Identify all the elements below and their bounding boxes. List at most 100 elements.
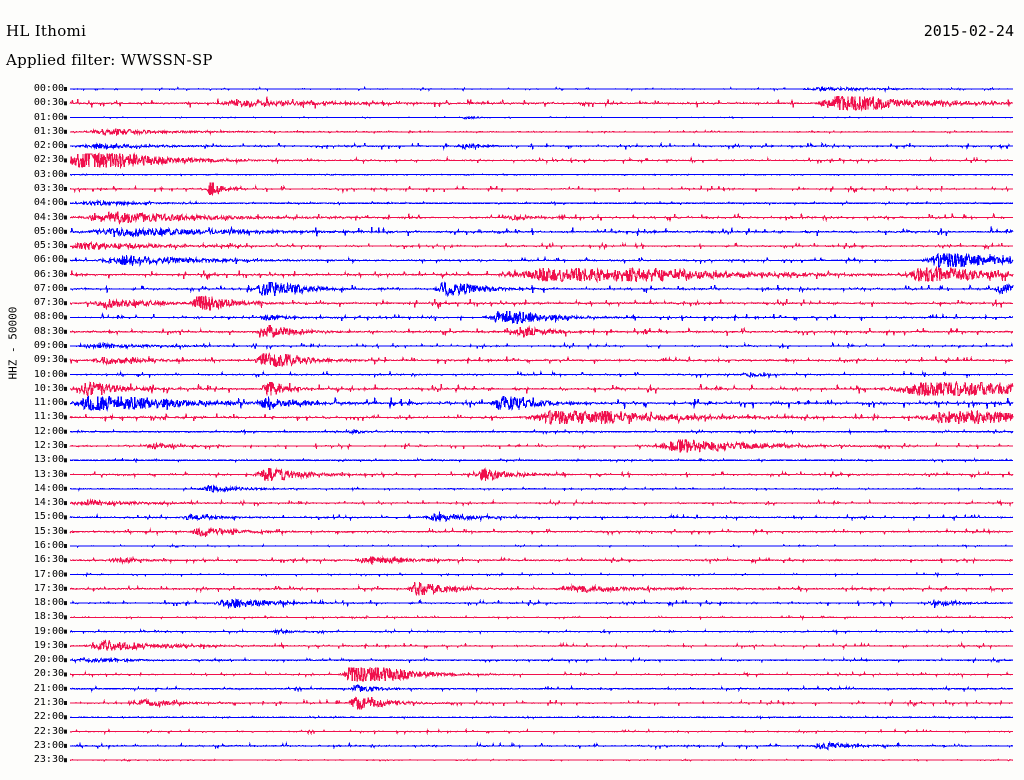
row-tick-mark	[64, 315, 67, 320]
seismogram-trace	[69, 614, 1014, 621]
seismogram-trace	[69, 151, 1014, 170]
row-tick-mark	[64, 486, 67, 491]
seismogram-trace	[69, 225, 1014, 238]
hour-label: 01:30	[33, 125, 64, 137]
row-tick-mark	[64, 244, 67, 249]
hour-label: 02:30	[33, 154, 64, 166]
seismogram-trace	[69, 310, 1014, 324]
seismogram-trace	[69, 395, 1014, 412]
row-tick-mark	[64, 544, 67, 548]
hour-label: 13:30	[33, 468, 64, 480]
seismogram-trace	[69, 428, 1014, 436]
seismogram-trace	[69, 555, 1014, 566]
row-tick-mark	[64, 715, 67, 720]
seismogram-trace	[69, 715, 1014, 720]
row-tick-mark	[64, 229, 67, 234]
seismogram-trace	[69, 199, 1014, 207]
seismogram-trace	[69, 467, 1014, 482]
hour-label: 01:00	[33, 111, 64, 123]
row-tick-mark	[64, 201, 67, 206]
row-tick-mark	[64, 758, 67, 763]
seismogram-trace	[69, 656, 1014, 664]
row-tick-mark	[64, 286, 67, 291]
row-tick-mark	[64, 158, 67, 163]
hour-label: 21:00	[33, 682, 64, 694]
hour-label: 08:00	[33, 311, 64, 323]
hour-label: 21:30	[33, 697, 64, 709]
seismogram-trace	[69, 511, 1014, 523]
row-tick-mark	[64, 187, 67, 191]
hour-label: 19:00	[33, 625, 64, 637]
row-tick-mark	[64, 444, 67, 448]
hour-label: 22:30	[33, 725, 64, 737]
row-tick-mark	[64, 515, 67, 520]
hour-label: 11:30	[33, 411, 64, 423]
hour-label: 18:00	[33, 597, 64, 609]
row-tick-mark	[64, 101, 67, 106]
hour-label: 09:00	[33, 340, 64, 352]
row-tick-mark	[64, 87, 67, 91]
hour-label: 08:30	[33, 325, 64, 337]
row-tick-mark	[64, 601, 67, 606]
row-tick-mark	[64, 672, 67, 677]
hour-label: 23:30	[33, 754, 64, 766]
hour-label: 20:30	[33, 668, 64, 680]
seismogram-trace	[69, 758, 1014, 763]
hour-label: 11:00	[33, 397, 64, 409]
row-tick-mark	[64, 115, 67, 120]
row-tick-mark	[64, 329, 67, 334]
seismogram-trace	[69, 598, 1014, 609]
seismogram-trace	[69, 627, 1014, 636]
seismogram-trace	[69, 696, 1014, 710]
row-tick-mark	[64, 586, 67, 591]
hour-label: 04:00	[33, 197, 64, 209]
hour-label: 00:00	[33, 83, 64, 94]
seismogram-trace	[69, 666, 1014, 682]
hour-label: 13:00	[33, 454, 64, 466]
seismogram-trace	[69, 211, 1014, 226]
row-tick-mark	[64, 529, 67, 534]
hour-label: 20:00	[33, 654, 64, 666]
seismogram-trace	[69, 325, 1014, 338]
row-tick-mark	[64, 615, 67, 620]
row-tick-mark	[64, 729, 67, 734]
hour-label: 12:00	[33, 425, 64, 437]
seismogram-trace	[69, 684, 1014, 693]
row-tick-mark	[64, 429, 67, 434]
seismogram-trace	[69, 266, 1014, 283]
seismogram-trace	[69, 740, 1014, 751]
hour-label: 18:30	[33, 611, 64, 623]
seismogram-trace	[69, 543, 1014, 549]
hour-label: 00:30	[33, 97, 64, 109]
hour-label: 02:00	[33, 140, 64, 152]
row-tick-mark	[64, 415, 67, 420]
row-tick-mark	[64, 301, 67, 306]
seismogram-trace	[69, 526, 1014, 538]
row-tick-mark	[64, 458, 67, 463]
seismogram-trace	[69, 173, 1013, 177]
hour-label: 15:00	[33, 511, 64, 523]
seismogram-trace	[69, 252, 1014, 268]
hour-label: 22:00	[33, 711, 64, 723]
hour-label: 06:00	[33, 254, 64, 266]
row-tick-mark	[64, 701, 67, 705]
row-tick-mark	[64, 686, 67, 691]
hour-label: 05:30	[33, 240, 64, 252]
hour-label: 16:00	[33, 539, 64, 551]
row-tick-mark	[64, 344, 67, 348]
row-tick-mark	[64, 643, 67, 648]
row-tick-mark	[64, 558, 67, 563]
seismogram-trace	[69, 85, 1014, 93]
row-tick-mark	[64, 215, 67, 220]
hour-label-column: 00:00 00:30 01:00 01:30 02:00 02:30 03:00 03:30…	[0, 78, 64, 778]
seismogram-trace	[69, 498, 1014, 508]
seismogram-trace	[69, 128, 1014, 137]
row-tick-mark	[64, 629, 67, 634]
seismogram-trace	[69, 582, 1014, 596]
row-tick-mark	[64, 386, 67, 391]
row-tick-mark	[64, 658, 67, 663]
row-tick-mark	[64, 272, 67, 277]
hour-label: 07:00	[33, 282, 64, 294]
seismogram-trace	[69, 638, 1014, 652]
